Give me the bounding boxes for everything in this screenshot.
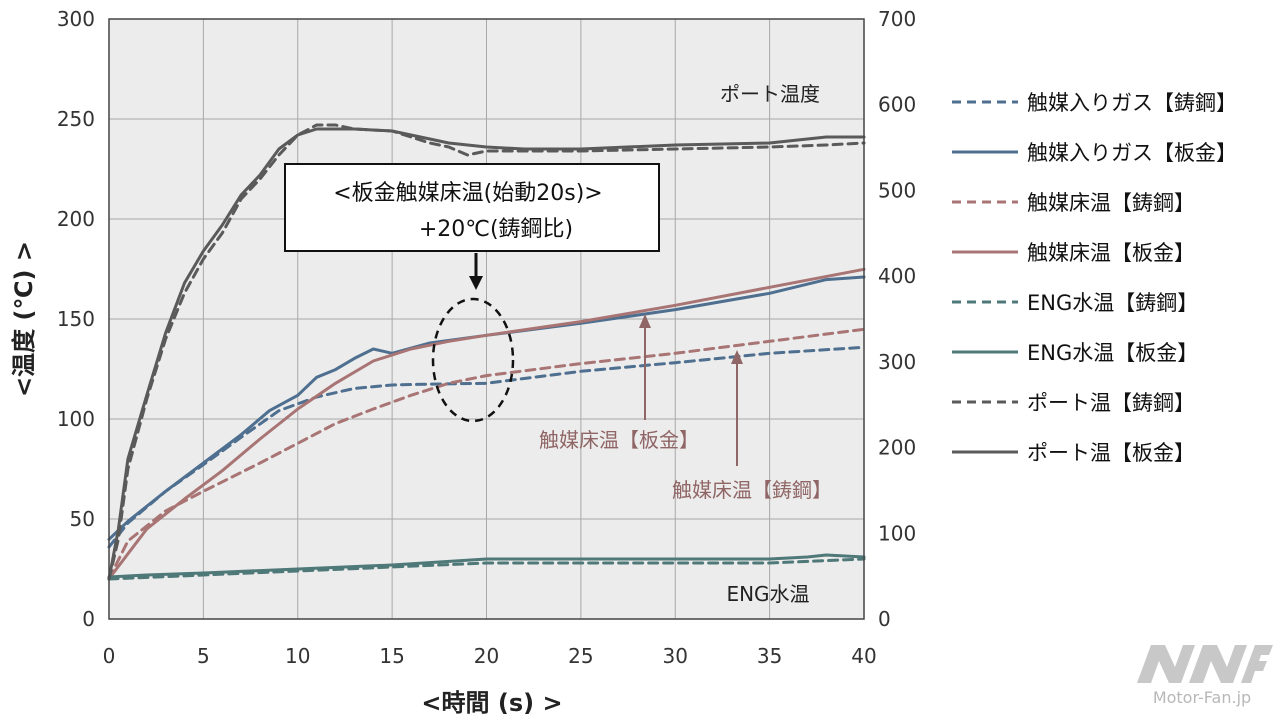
right-y-tick-label: 700 <box>878 7 916 31</box>
series-line-6 <box>107 553 866 579</box>
legend-label-8: ポート温【板金】 <box>1027 441 1195 465</box>
motor-fan-logo <box>1137 645 1273 683</box>
legend-label-5: ENG水温【鋳鋼】 <box>1027 291 1198 315</box>
series-line-2 <box>107 275 866 541</box>
legend-label-3: 触媒床温【鋳鋼】 <box>1027 191 1195 215</box>
series-lines <box>107 123 866 581</box>
x-tick-label: 30 <box>663 644 688 668</box>
x-tick-label: 5 <box>197 644 210 668</box>
left-y-tick-label: 0 <box>82 607 95 631</box>
y-axis-title: <温度 (℃) > <box>10 241 38 397</box>
left-y-tick-label: 250 <box>57 107 95 131</box>
left-y-tick-label: 100 <box>57 407 95 431</box>
left-y-axis-ticks: 0 50 100 150 200 250 300 <box>57 7 95 631</box>
right-y-tick-label: 300 <box>878 350 916 374</box>
series-line-5 <box>107 557 866 581</box>
legend-label-7: ポート温【鋳鋼】 <box>1027 391 1195 415</box>
highlight-ellipse <box>431 297 515 423</box>
legend-label-6: ENG水温【板金】 <box>1027 341 1198 365</box>
x-axis-title: <時間 (s) > <box>421 689 562 717</box>
callout-line-1: <板金触媒床温(始動20s)> <box>333 181 603 206</box>
right-y-axis-ticks: 0 100 200 300 400 500 600 700 <box>878 7 916 631</box>
x-tick-label: 25 <box>568 644 593 668</box>
sheet-bed-label: 触媒床温【板金】 <box>539 428 699 452</box>
x-tick-label: 0 <box>103 644 116 668</box>
legend-label-4: 触媒床温【板金】 <box>1027 241 1195 265</box>
x-tick-label: 15 <box>379 644 404 668</box>
left-y-tick-label: 300 <box>57 7 95 31</box>
right-y-tick-label: 200 <box>878 436 916 460</box>
callout-arrow-head <box>469 276 483 290</box>
legend: 触媒入りガス【鋳鋼】触媒入りガス【板金】触媒床温【鋳鋼】触媒床温【板金】 ENG水… <box>952 91 1237 465</box>
legend-label-2: 触媒入りガス【板金】 <box>1027 141 1237 165</box>
series-line-8 <box>107 127 866 581</box>
x-tick-label: 40 <box>851 644 876 668</box>
watermark-text: Motor-Fan.jp <box>1153 688 1251 707</box>
right-y-tick-label: 600 <box>878 93 916 117</box>
right-y-tick-label: 400 <box>878 264 916 288</box>
x-tick-label: 10 <box>285 644 310 668</box>
callout-line-2: +20℃(鋳鋼比) <box>419 217 573 242</box>
right-y-tick-label: 0 <box>878 607 891 631</box>
plot-frame <box>108 18 865 620</box>
right-y-tick-label: 500 <box>878 178 916 202</box>
port-temp-label: ポート温度 <box>720 82 820 106</box>
right-y-tick-label: 100 <box>878 521 916 545</box>
x-tick-label: 20 <box>474 644 499 668</box>
series-line-7 <box>107 123 866 581</box>
left-y-tick-label: 200 <box>57 207 95 231</box>
cast-bed-arrow-head <box>731 350 743 364</box>
callout-box <box>284 163 660 252</box>
x-axis-ticks: 0 5 10 15 20 25 30 35 40 <box>103 644 877 668</box>
x-tick-label: 35 <box>757 644 782 668</box>
left-y-tick-label: 150 <box>57 307 95 331</box>
series-line-4 <box>107 267 866 581</box>
cast-bed-label: 触媒床温【鋳鋼】 <box>672 478 832 502</box>
legend-label-1: 触媒入りガス【鋳鋼】 <box>1027 91 1237 115</box>
eng-water-temp-label: ENG水温 <box>726 582 809 606</box>
left-y-tick-label: 50 <box>70 507 95 531</box>
sheet-bed-arrow-head <box>639 314 651 328</box>
